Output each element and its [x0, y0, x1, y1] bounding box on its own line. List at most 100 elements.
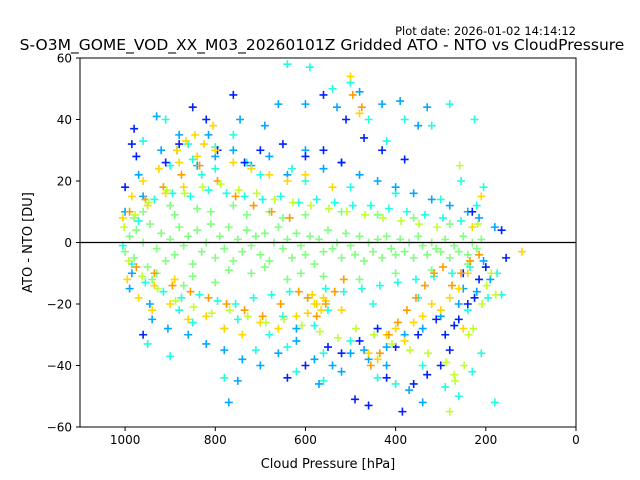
point-sky-blue-3 [157, 146, 166, 155]
point-density-core-3 [132, 226, 141, 235]
point-orange-29 [384, 330, 393, 339]
point-cyan-48 [346, 183, 355, 192]
point-orange-8 [195, 161, 204, 170]
y-tick-label--60: −60 [47, 421, 72, 435]
point-orange-33 [420, 281, 429, 290]
point-sky-blue-21 [319, 164, 328, 173]
point-cyan-57 [265, 330, 274, 339]
point-density-core-44 [319, 247, 328, 256]
point-blue-32 [468, 207, 477, 216]
point-density-core-98 [445, 220, 454, 229]
point-lime-4 [144, 198, 153, 207]
point-lime-22 [306, 201, 315, 210]
point-blue-24 [445, 346, 454, 355]
point-density-core-49 [342, 229, 351, 238]
point-yellow-59 [179, 183, 188, 192]
point-yellow-25 [328, 183, 337, 192]
point-density-core-2 [130, 253, 139, 262]
point-sky-blue-40 [152, 112, 161, 121]
point-orange-30 [393, 318, 402, 327]
series-yellow [118, 72, 526, 364]
point-density-core-9 [161, 256, 170, 265]
point-density-core-85 [211, 278, 220, 287]
y-tick-label-20: 20 [57, 175, 72, 189]
y-axis: −60 −40 −20 0 20 40 60 [47, 52, 80, 435]
point-density-core-30 [256, 250, 265, 259]
point-cyan-89 [490, 398, 499, 407]
point-cyan-37 [448, 269, 456, 278]
point-blue-8 [202, 115, 211, 124]
point-lime-1 [124, 256, 133, 265]
point-cyan-75 [391, 379, 400, 388]
point-cyan-40 [166, 161, 175, 170]
point-yellow-21 [292, 312, 301, 321]
point-orange-16 [267, 207, 276, 216]
point-cyan-38 [457, 216, 466, 225]
point-orange-0 [125, 207, 134, 216]
point-yellow-13 [220, 324, 229, 333]
point-lime-5 [153, 284, 162, 293]
point-density-core-80 [139, 207, 148, 216]
point-blue-17 [351, 395, 360, 404]
point-yellow-9 [184, 315, 193, 324]
point-orange-32 [411, 293, 420, 302]
point-lime-20 [288, 198, 297, 207]
point-yellow-35 [418, 312, 427, 321]
point-sky-blue-27 [373, 177, 382, 185]
point-cyan-69 [470, 115, 479, 124]
point-sky-blue-61 [233, 376, 242, 385]
point-cyan-2 [134, 216, 143, 225]
point-blue-48 [378, 146, 387, 155]
point-sky-blue-2 [145, 300, 154, 308]
point-density-core-41 [305, 232, 314, 241]
point-sky-blue-31 [409, 189, 418, 198]
point-blue-13 [278, 140, 287, 149]
point-cyan-83 [143, 339, 152, 348]
point-density-core-106 [242, 210, 251, 219]
point-yellow-54 [181, 137, 190, 146]
point-sky-blue-52 [423, 103, 432, 112]
point-yellow-8 [175, 158, 184, 167]
point-blue-3 [132, 152, 141, 161]
point-orange-13 [240, 306, 249, 315]
point-density-core-67 [423, 250, 432, 259]
point-cyan-95 [457, 177, 466, 185]
point-blue-19 [382, 373, 391, 382]
point-cyan-8 [186, 192, 195, 201]
point-blue-27 [470, 293, 479, 302]
point-cyan-70 [251, 346, 260, 355]
point-cyan-67 [427, 121, 436, 130]
point-cyan-10 [204, 186, 213, 195]
y-tick-label--40: −40 [47, 359, 72, 373]
point-lime-29 [369, 330, 378, 339]
point-cyan-12 [222, 189, 231, 198]
point-density-core-52 [355, 232, 364, 241]
point-cyan-88 [477, 349, 486, 358]
point-density-core-17 [197, 247, 206, 256]
point-blue-7 [188, 103, 197, 112]
point-cyan-86 [292, 367, 301, 376]
point-orange-9 [204, 293, 213, 302]
point-cyan-41 [188, 318, 197, 327]
point-orange-5 [168, 281, 177, 290]
point-lime-10 [198, 183, 207, 192]
point-orange-28 [375, 349, 384, 358]
point-yellow-52 [209, 121, 218, 130]
point-cyan-9 [195, 290, 204, 299]
point-sky-blue-15 [265, 152, 274, 161]
point-blue-25 [454, 315, 463, 324]
point-cyan-64 [364, 115, 373, 124]
point-sky-blue-28 [382, 343, 391, 352]
point-orange-31 [402, 306, 411, 315]
point-lime-48 [450, 370, 459, 379]
point-blue-44 [283, 373, 292, 382]
point-orange-39 [475, 250, 484, 259]
point-density-core-107 [260, 263, 269, 272]
point-density-core-96 [409, 213, 418, 222]
point-orange-14 [249, 201, 258, 210]
point-orange-7 [186, 287, 195, 296]
point-density-core-32 [265, 256, 274, 265]
point-density-core-29 [251, 232, 260, 241]
point-yellow-22 [301, 170, 310, 179]
point-density-core-1 [125, 232, 134, 241]
